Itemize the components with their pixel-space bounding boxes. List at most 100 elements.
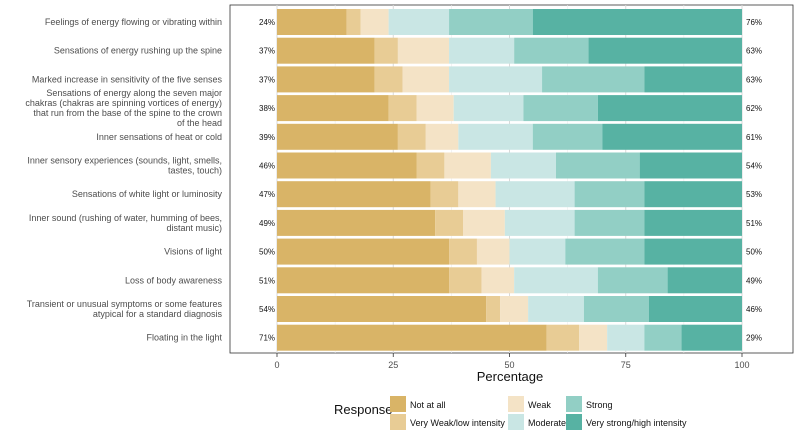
bar-segment <box>374 66 403 93</box>
left-percent-label: 71% <box>259 334 275 343</box>
left-percent-label: 37% <box>259 75 275 84</box>
bar-segment <box>574 209 645 236</box>
legend-label: Not at all <box>410 400 446 410</box>
bar-segment <box>449 37 515 64</box>
right-percent-label: 29% <box>746 334 762 343</box>
bar-segment <box>649 296 742 322</box>
bar-segment <box>463 209 505 236</box>
category-label: Feelings of energy flowing or vibrating … <box>45 17 222 27</box>
bar-segment <box>435 209 463 236</box>
x-axis-title: Percentage <box>477 369 544 384</box>
category-label: chakras (chakras are spinning vortices o… <box>25 98 222 108</box>
bar-segment <box>542 66 645 93</box>
bar-segment <box>602 123 742 150</box>
right-percent-labels: 76% 63% 63% 62% 61% 54% 53% 51% 50% 49% 46% 29% <box>746 18 762 343</box>
bar-segment <box>639 152 742 179</box>
bar-segment <box>528 296 584 322</box>
left-percent-label: 24% <box>259 18 275 27</box>
right-percent-label: 53% <box>746 190 762 199</box>
right-percent-label: 51% <box>746 219 762 228</box>
bar-segment <box>644 209 742 236</box>
bar-segment <box>579 324 608 351</box>
bar-segment <box>277 95 389 122</box>
left-percent-label: 47% <box>259 190 275 199</box>
bar-segment <box>277 238 450 265</box>
bar-segment <box>597 267 668 294</box>
x-tick-label: 0 <box>274 360 279 370</box>
category-label: atypical for a standard diagnosis <box>93 309 223 319</box>
bar-segment <box>277 37 375 64</box>
bar-segment <box>681 324 742 351</box>
bar-segment <box>277 123 398 150</box>
category-label: Marked increase in sensitivity of the fi… <box>32 74 223 84</box>
bar-segment <box>397 37 450 64</box>
bar-segment <box>458 123 533 150</box>
category-label: of the head <box>177 118 222 128</box>
left-percent-label: 46% <box>259 162 275 171</box>
bar-segment <box>644 66 742 93</box>
category-label: Inner sensations of heat or cold <box>96 132 222 142</box>
bar-segment <box>402 66 450 93</box>
legend-swatch <box>390 396 406 412</box>
left-percent-label: 51% <box>259 276 275 285</box>
bar-segment <box>277 296 487 322</box>
right-percent-label: 62% <box>746 104 762 113</box>
legend-swatch <box>508 414 524 430</box>
left-percent-label: 38% <box>259 104 275 113</box>
bar-segment <box>500 296 529 322</box>
bar-segment <box>607 324 645 351</box>
bar-segment <box>476 238 510 265</box>
category-label: Inner sensory experiences (sounds, light… <box>27 156 222 166</box>
legend-label: Very strong/high intensity <box>586 418 687 428</box>
legend-label: Strong <box>586 400 613 410</box>
bar-segment <box>644 238 742 265</box>
bar-segment <box>277 152 417 179</box>
right-percent-label: 63% <box>746 75 762 84</box>
right-percent-label: 46% <box>746 305 762 314</box>
bar-segment <box>597 95 742 122</box>
legend-label: Moderate <box>528 418 566 428</box>
bar-segment <box>504 209 575 236</box>
bar-segment <box>514 37 589 64</box>
category-label: tastes, touch) <box>168 166 222 176</box>
category-label: Floating in the light <box>146 333 222 343</box>
bar-segment <box>565 238 645 265</box>
bar-segment <box>667 267 742 294</box>
bar-segment <box>444 152 491 179</box>
bar-segment <box>346 9 361 35</box>
category-label: Visions of light <box>164 247 222 257</box>
bar-segment <box>458 181 496 208</box>
left-percent-labels: 24% 37% 37% 38% 39% 46% 47% 49% 50% 51% 54% 71% <box>259 18 275 343</box>
bar-segment <box>416 152 445 179</box>
category-labels: Feelings of energy flowing or vibrating … <box>25 17 222 343</box>
bar-segment <box>388 9 450 35</box>
right-percent-label: 61% <box>746 133 762 142</box>
bar-segment <box>388 95 417 122</box>
category-label: distant music) <box>166 223 222 233</box>
right-percent-label: 54% <box>746 162 762 171</box>
category-label: Sensations of energy rushing up the spin… <box>54 46 222 56</box>
bar-segment <box>509 238 566 265</box>
right-percent-label: 76% <box>746 18 762 27</box>
bar-segment <box>490 152 556 179</box>
bar-segment <box>277 181 431 208</box>
bar-segment <box>546 324 580 351</box>
x-tick-label: 75 <box>621 360 631 370</box>
bar-segment <box>532 9 742 35</box>
bars <box>277 9 742 351</box>
legend-label: Very Weak/low intensity <box>410 418 505 428</box>
bar-segment <box>277 66 375 93</box>
right-percent-label: 63% <box>746 47 762 56</box>
bar-segment <box>449 238 477 265</box>
x-tick-label: 50 <box>504 360 514 370</box>
bar-segment <box>583 296 649 322</box>
left-percent-label: 49% <box>259 219 275 228</box>
bar-segment <box>277 324 547 351</box>
bar-segment <box>556 152 640 179</box>
left-percent-label: 39% <box>259 133 275 142</box>
bar-segment <box>453 95 524 122</box>
bar-segment <box>449 66 543 93</box>
bar-segment <box>277 9 347 35</box>
bar-segment <box>397 123 426 150</box>
bar-segment <box>416 95 454 122</box>
